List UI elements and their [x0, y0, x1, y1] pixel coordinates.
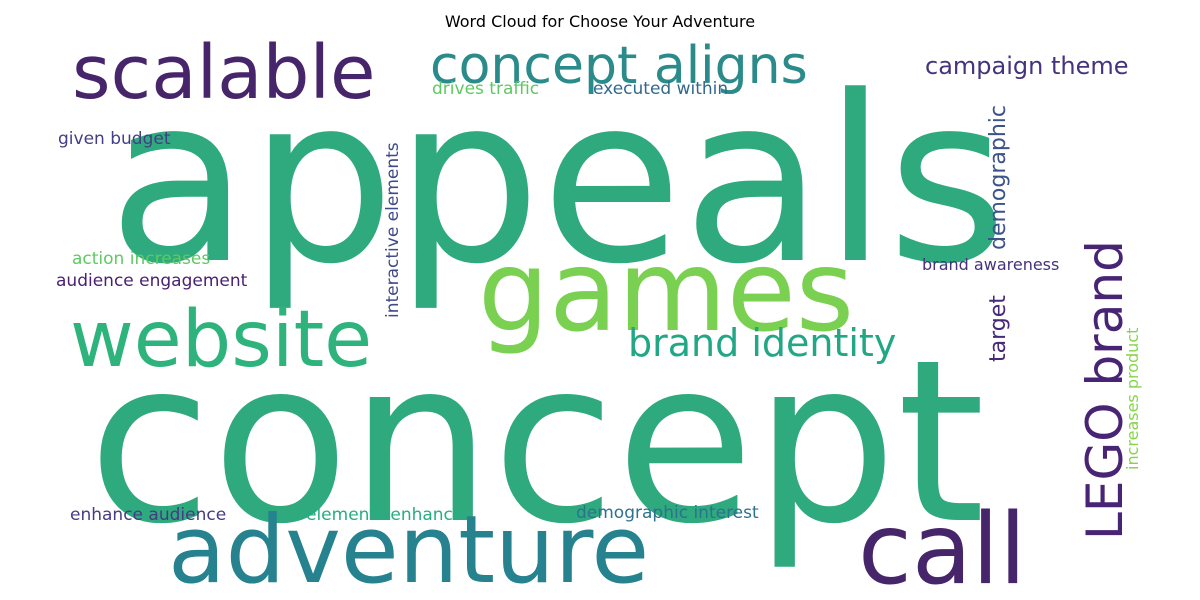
word-scalable: scalable — [72, 30, 376, 116]
word-call: call — [858, 493, 1026, 600]
word-interactive-elements: interactive elements — [383, 142, 403, 318]
word-target: target — [986, 295, 1011, 362]
word-appeals: appeals — [108, 48, 1007, 315]
word-games: games — [478, 227, 854, 357]
word-brand-identity: brand identity — [628, 321, 896, 365]
word-action-increases: action increases — [72, 249, 210, 269]
word-campaign-theme: campaign theme — [925, 52, 1129, 80]
chart-title: Word Cloud for Choose Your Adventure — [444, 12, 756, 31]
word-elements-enhance: elements enhance — [306, 505, 463, 525]
word-concept: concept — [88, 312, 985, 574]
word-adventure: adventure — [168, 496, 649, 600]
word-demographic: demographic — [986, 105, 1011, 250]
word-given-budget: given budget — [58, 129, 171, 149]
word-enhance-audience: enhance audience — [70, 505, 226, 525]
word-lego-brand: LEGO brand — [1076, 240, 1134, 540]
word-increases-product: increases product — [1123, 328, 1142, 470]
word-audience-engagement: audience engagement — [56, 271, 248, 291]
word-executed-within: executed within — [593, 79, 728, 99]
word-demographic-interest: demographic interest — [576, 503, 759, 523]
word-drives-traffic: drives traffic — [432, 79, 539, 99]
word-website: website — [70, 295, 372, 385]
word-concept-aligns: concept aligns — [430, 36, 808, 96]
word-brand-awareness: brand awareness — [922, 255, 1059, 274]
